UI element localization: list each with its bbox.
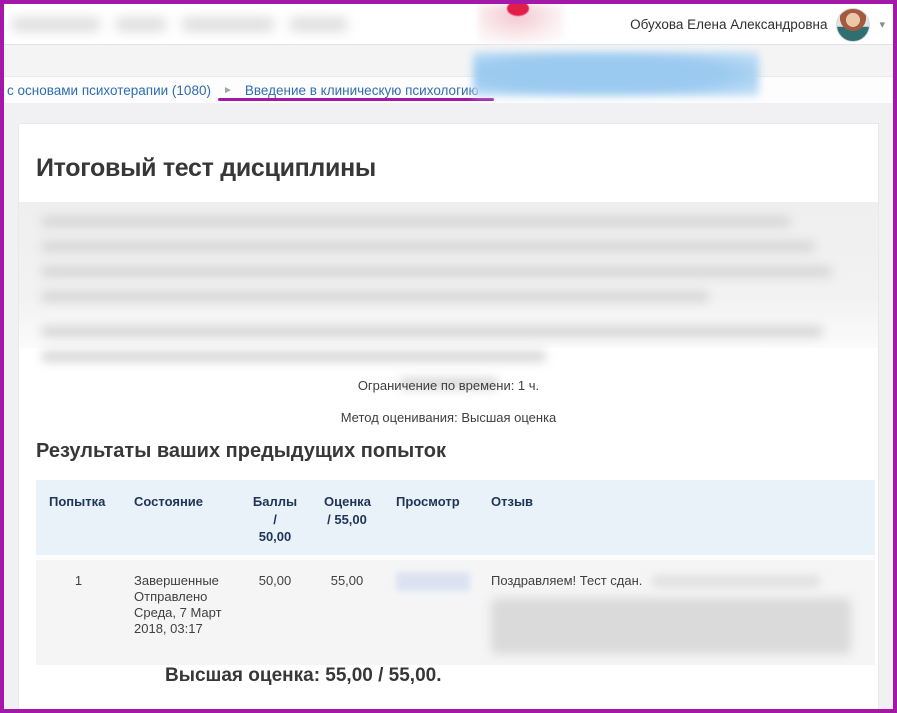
notification-badge xyxy=(507,4,529,16)
subheader-strip xyxy=(4,45,893,77)
attempts-table: Попытка Состояние Баллы / 50,00 Оценка /… xyxy=(36,480,875,665)
redacted-text-line xyxy=(41,326,824,337)
redacted-feedback-inline xyxy=(652,574,821,588)
user-menu[interactable]: Обухова Елена Александровна ▾ xyxy=(630,4,889,45)
col-header-state: Состояние xyxy=(121,480,239,558)
redacted-text-line xyxy=(41,351,547,362)
breadcrumb-course-link[interactable]: с основами психотерапии (1080) xyxy=(7,82,211,98)
redacted-feedback-block xyxy=(491,597,851,654)
final-grade: Высшая оценка: 55,00 / 55,00. xyxy=(165,665,442,686)
redacted-text-line xyxy=(41,291,710,302)
cell-review xyxy=(383,554,478,665)
redacted-text-line xyxy=(398,378,499,389)
redacted-text-line xyxy=(41,241,816,252)
redacted-text-line xyxy=(41,266,832,277)
col-header-points: Баллы / 50,00 xyxy=(239,480,311,558)
top-navbar: Обухова Елена Александровна ▾ xyxy=(4,4,893,45)
col-header-feedback: Отзыв xyxy=(478,480,875,558)
col-header-grade: Оценка / 55,00 xyxy=(311,480,383,558)
avatar xyxy=(836,7,871,42)
table-row: 1 Завершенные Отправлено Среда, 7 Март 2… xyxy=(36,554,875,665)
redacted-nav-links xyxy=(12,11,348,38)
breadcrumb-current-link[interactable]: Введение в клиническую психологию xyxy=(244,82,479,98)
cell-points: 50,00 xyxy=(239,554,311,665)
user-name: Обухова Елена Александровна xyxy=(630,17,828,32)
redacted-description xyxy=(19,202,878,389)
redacted-nav-item xyxy=(116,18,166,31)
cell-grade: 55,00 xyxy=(311,554,383,665)
redacted-nav-item xyxy=(181,18,274,31)
breadcrumb-separator-icon: ► xyxy=(222,84,233,96)
grading-method: Метод оценивания: Высшая оценка xyxy=(340,410,557,425)
redacted-review-link[interactable] xyxy=(396,571,470,591)
results-heading: Результаты ваших предыдущих попыток xyxy=(36,440,446,462)
feedback-text: Поздравляем! Тест сдан. xyxy=(491,572,643,588)
cell-state: Завершенные Отправлено Среда, 7 Март 201… xyxy=(121,554,239,665)
redacted-text-line xyxy=(41,216,791,227)
table-header-row: Попытка Состояние Баллы / 50,00 Оценка /… xyxy=(36,480,875,558)
redacted-nav-item xyxy=(12,18,101,31)
col-header-review: Просмотр xyxy=(383,480,478,558)
col-header-attempt: Попытка xyxy=(36,480,121,558)
quiz-card: Итоговый тест дисциплины Ограничение по … xyxy=(18,123,879,709)
annotation-underline xyxy=(218,98,494,101)
redacted-popup xyxy=(473,52,759,96)
cell-attempt: 1 xyxy=(36,554,121,665)
time-limit: Ограничение по времени: 1 ч. xyxy=(357,378,540,393)
caret-down-icon: ▾ xyxy=(879,19,885,31)
page-background: Итоговый тест дисциплины Ограничение по … xyxy=(4,103,893,709)
cell-feedback: Поздравляем! Тест сдан. xyxy=(478,554,875,665)
page-title: Итоговый тест дисциплины xyxy=(36,154,376,182)
redacted-nav-item xyxy=(289,18,348,31)
